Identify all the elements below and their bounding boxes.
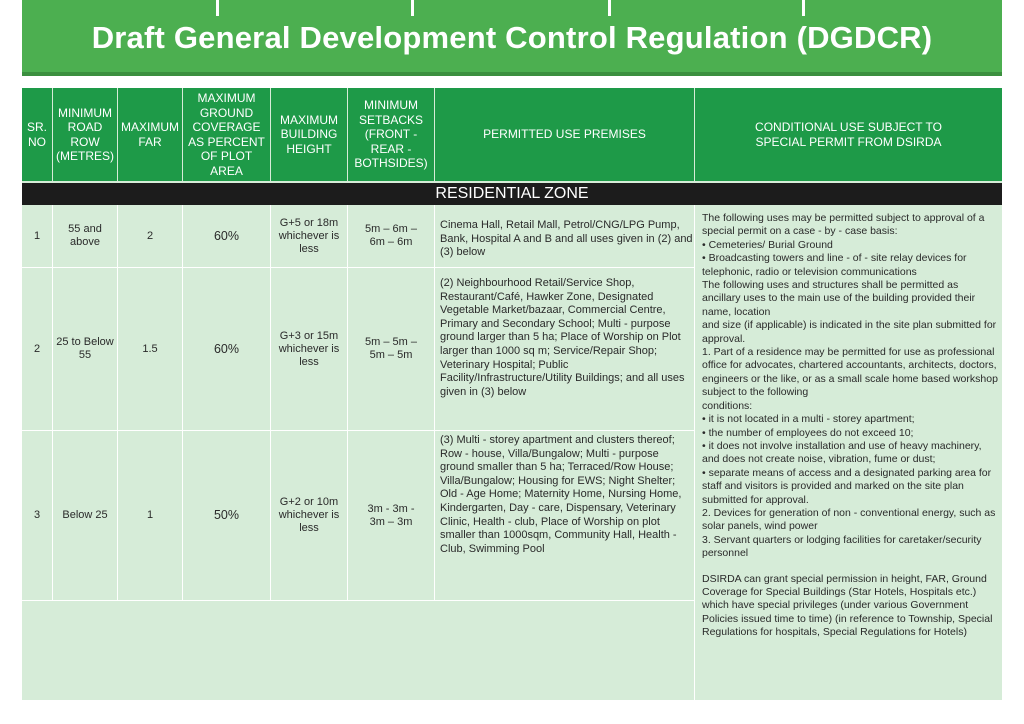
header-road-row: MINIMUM ROAD ROW (METRES): [53, 88, 117, 181]
cell-permitted-use: (2) Neighbourhood Retail/Service Shop, R…: [440, 277, 685, 398]
conditional-paragraph: • it is not located in a multi - storey …: [702, 413, 915, 426]
cell-road: 55 and above: [68, 223, 102, 248]
title-banner: Draft General Development Control Regula…: [22, 0, 1002, 76]
cell-coverage: 60%: [213, 228, 240, 243]
cell-sr: 1: [33, 229, 41, 242]
conditional-paragraph: 1. Part of a residence may be permitted …: [702, 346, 998, 399]
regulation-table: SR. NO MINIMUM ROAD ROW (METRES) MAXIMUM…: [22, 88, 1002, 700]
cell-coverage: 50%: [213, 508, 240, 522]
row-divider: [22, 600, 694, 601]
conditional-paragraph: • the number of employees do not exceed …: [702, 426, 914, 439]
header-permitted-use: PERMITTED USE PREMISES: [435, 88, 694, 181]
header-ground-coverage: MAXIMUM GROUND COVERAGE AS PERCENT OF PL…: [183, 88, 270, 181]
conditional-paragraph: and size (if applicable) is indicated in…: [702, 319, 997, 345]
cell-setbacks: 5m – 5m – 5m – 5m: [365, 336, 417, 361]
cell-far: 1: [146, 509, 154, 521]
page-title: Draft General Development Control Regula…: [91, 20, 933, 55]
column-divider: [182, 205, 183, 600]
banner-divider: [802, 0, 805, 16]
cell-setbacks: 5m – 6m – 6m – 6m: [365, 223, 417, 248]
cell-far: 1.5: [142, 342, 158, 355]
column-divider: [694, 205, 695, 700]
header-setbacks: MINIMUM SETBACKS (FRONT - REAR - BOTHSID…: [348, 88, 434, 181]
conditional-use-text: The following uses may be permitted subj…: [702, 212, 998, 640]
banner-divider: [411, 0, 414, 16]
conditional-paragraph: The following uses may be permitted subj…: [702, 212, 985, 238]
conditional-paragraph: conditions:: [702, 399, 753, 412]
header-far: MAXIMUM FAR: [118, 88, 182, 181]
cell-sr: 3: [33, 509, 41, 521]
conditional-paragraph: • separate means of access and a designa…: [702, 466, 992, 506]
column-divider: [270, 205, 271, 600]
spacer: [702, 561, 998, 573]
cell-sr: 2: [33, 342, 41, 355]
cell-road: Below 25: [62, 509, 108, 521]
row-divider: [22, 430, 694, 431]
conditional-paragraph: 2. Devices for generation of non - conve…: [702, 506, 996, 533]
special-permission-note: DSIRDA can grant special permission in h…: [702, 572, 993, 639]
cell-permitted-use: Cinema Hall, Retail Mall, Petrol/CNG/LPG…: [440, 219, 693, 259]
conditional-paragraph: • Cemeteries/ Burial Ground: [702, 238, 833, 251]
cell-height: G+3 or 15m whichever is less: [278, 329, 340, 368]
column-divider: [347, 205, 348, 600]
column-divider: [117, 205, 118, 600]
header-sr-no: SR. NO: [22, 88, 52, 181]
header-conditional-use: CONDITIONAL USE SUBJECT TO SPECIAL PERMI…: [695, 88, 1002, 181]
cell-setbacks: 3m - 3m - 3m – 3m: [367, 502, 415, 528]
banner-divider: [608, 0, 611, 16]
row-divider: [22, 267, 694, 268]
cell-road: 25 to Below 55: [56, 336, 114, 361]
column-divider: [52, 205, 53, 600]
banner-divider: [216, 0, 219, 16]
zone-label: RESIDENTIAL ZONE: [22, 183, 1002, 205]
cell-coverage: 60%: [213, 341, 240, 356]
cell-permitted-use: (3) Multi - storey apartment and cluster…: [440, 434, 682, 555]
cell-height: G+5 or 18m whichever is less: [278, 216, 340, 255]
header-building-height: MAXIMUM BUILDING HEIGHT: [271, 88, 347, 181]
column-divider: [434, 205, 435, 600]
conditional-paragraph: 3. Servant quarters or lodging facilitie…: [702, 533, 982, 560]
conditional-paragraph: • it does not involve installation and u…: [702, 439, 982, 466]
conditional-paragraph: The following uses and structures shall …: [702, 279, 976, 318]
cell-far: 2: [146, 229, 154, 242]
conditional-paragraph: • Broadcasting towers and line - of - si…: [702, 252, 967, 278]
cell-height: G+2 or 10m whichever is less: [278, 496, 340, 534]
